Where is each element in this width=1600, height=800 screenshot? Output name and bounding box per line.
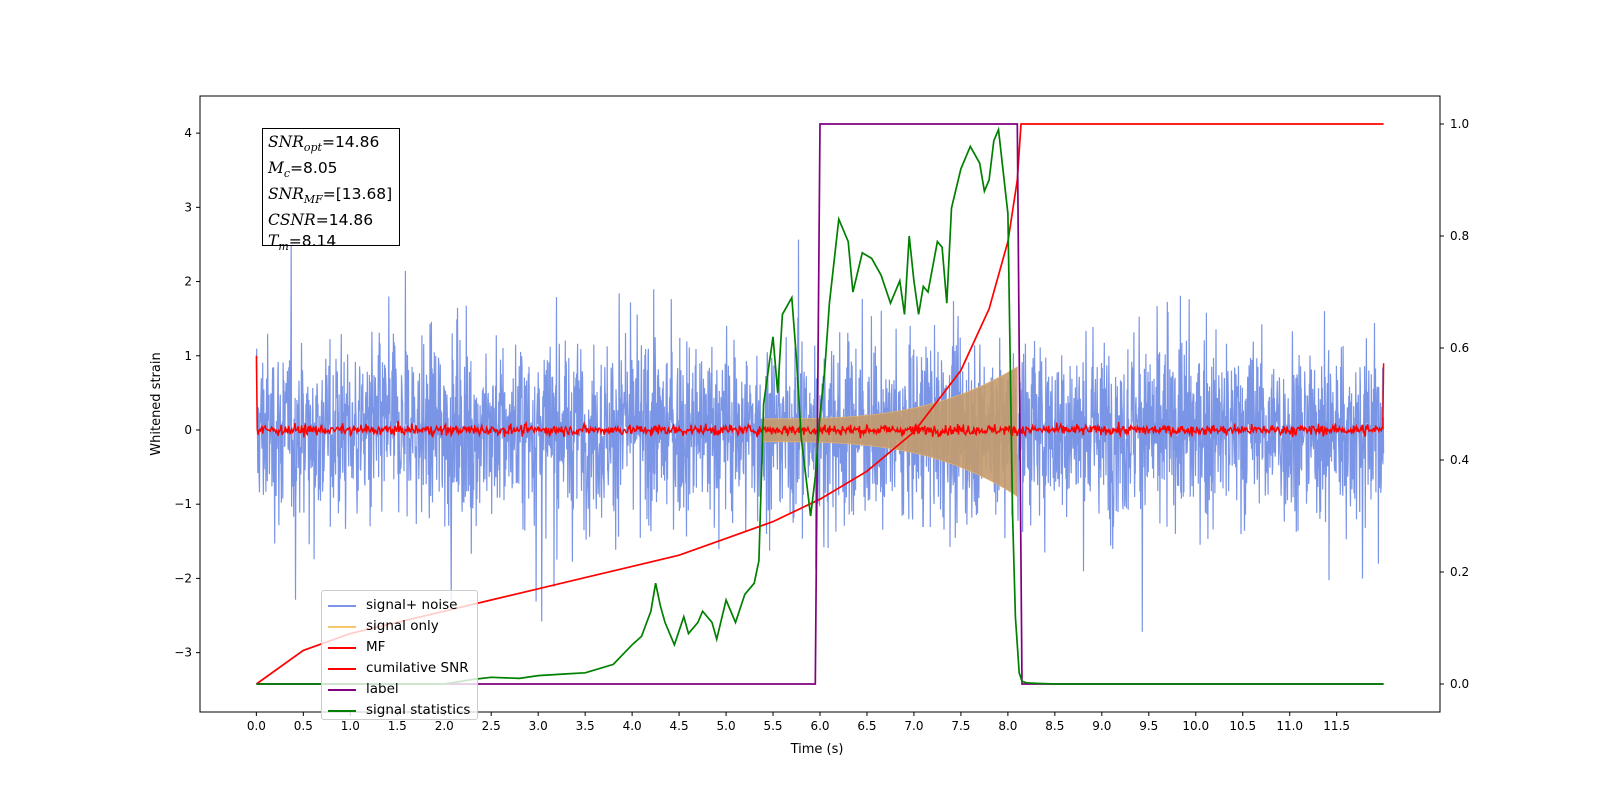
x-tick-label: 2.5 (482, 719, 501, 733)
chirp-mass-line: Mc=8.05 (268, 159, 338, 181)
legend-label: MF (366, 639, 386, 655)
x-tick-label: 1.0 (341, 719, 360, 733)
legend-swatch (328, 604, 356, 607)
snr-opt-value: =14.86 (321, 133, 380, 151)
y-tick-label: 3 (184, 200, 192, 214)
legend-label: label (366, 681, 399, 697)
y-tick-label: 4 (184, 126, 192, 140)
x-tick-label: 9.5 (1139, 719, 1158, 733)
y2-tick-label: 0.0 (1450, 677, 1469, 691)
legend-label: signal only (366, 618, 439, 634)
x-tick-label: 2.0 (435, 719, 454, 733)
legend-item: signal statistics (328, 700, 471, 721)
legend-label: signal+ noise (366, 597, 458, 613)
x-tick-label: 10.5 (1229, 719, 1256, 733)
legend-swatch (328, 709, 356, 712)
series-mf (255, 355, 1385, 439)
chirp-mass-value: =8.05 (290, 159, 338, 178)
legend-item: label (328, 679, 471, 700)
x-tick-label: 5.0 (717, 719, 736, 733)
x-tick-label: 3.0 (529, 719, 548, 733)
y2-tick-label: 0.6 (1450, 341, 1469, 355)
y-tick-label: 2 (184, 275, 192, 289)
x-tick-label: 7.0 (904, 719, 923, 733)
x-tick-label: 6.0 (810, 719, 829, 733)
legend: signal+ noise signal only MF cumilative SNR… (321, 590, 478, 720)
legend-swatch (328, 646, 356, 649)
y-tick-label: 0 (184, 423, 192, 437)
x-tick-label: 4.5 (670, 719, 689, 733)
x-tick-label: 6.5 (857, 719, 876, 733)
x-tick-label: 8.0 (998, 719, 1017, 733)
legend-item: cumilative SNR (328, 658, 471, 679)
x-tick-label: 11.0 (1276, 719, 1303, 733)
x-tick-label: 4.0 (623, 719, 642, 733)
legend-label: cumilative SNR (366, 660, 469, 676)
x-tick-label: 8.5 (1045, 719, 1064, 733)
y2-tick-label: 0.8 (1450, 229, 1469, 243)
snr-mf-line: SNRMF=[13.68] (268, 185, 393, 207)
legend-item: signal+ noise (328, 595, 471, 616)
y-tick-label: 1 (184, 349, 192, 363)
legend-label: signal statistics (366, 702, 471, 718)
y-tick-label: −3 (174, 646, 192, 660)
x-tick-label: 9.0 (1092, 719, 1111, 733)
legend-item: MF (328, 637, 471, 658)
stats-annotation-box: SNRopt=14.86 Mc=8.05 SNRMF=[13.68] CSNR=… (262, 128, 400, 253)
x-tick-label: 3.5 (576, 719, 595, 733)
csnr-line: CSNR=14.86 (268, 211, 374, 230)
merger-time-value: =8.14 (288, 232, 337, 251)
csnr-value: =14.86 (315, 211, 374, 230)
snr-mf-value: =[13.68] (322, 185, 393, 204)
legend-item: signal only (328, 616, 471, 637)
x-tick-label: 0.0 (247, 719, 266, 733)
y2-tick-label: 1.0 (1450, 117, 1469, 131)
snr-opt-line: SNRopt=14.86 (268, 133, 380, 155)
merger-time-line: Tm=8.14 (268, 232, 337, 254)
series-signal-statistics (256, 126, 1384, 685)
x-tick-label: 11.5 (1323, 719, 1350, 733)
y2-tick-label: 0.2 (1450, 565, 1469, 579)
series-signal-noise (255, 239, 1385, 632)
y2-tick-label: 0.4 (1450, 453, 1469, 467)
axes: 0.0 0.5 1.0 1.5 2.0 2.5 3.0 3.5 4.0 4.5 5.0 5.5 6.0 6… (174, 117, 1469, 733)
y-tick-label: −1 (174, 497, 192, 511)
x-tick-label: 0.5 (294, 719, 313, 733)
x-tick-label: 10.0 (1182, 719, 1209, 733)
legend-swatch (328, 625, 356, 628)
x-tick-label: 5.5 (763, 719, 782, 733)
x-tick-label: 7.5 (951, 719, 970, 733)
legend-swatch (328, 688, 356, 691)
legend-swatch (328, 667, 356, 670)
x-tick-label: 1.5 (388, 719, 407, 733)
x-axis-label: Time (s) (790, 742, 844, 757)
y-axis-label: Whitened strain (149, 352, 164, 455)
y-tick-label: −2 (174, 571, 192, 585)
